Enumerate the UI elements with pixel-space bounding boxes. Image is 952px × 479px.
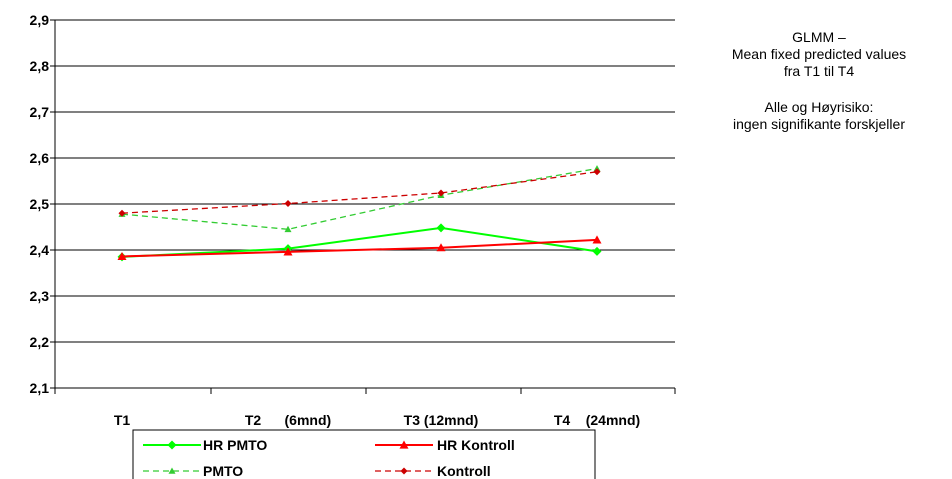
chart-annotation: GLMM – Mean fixed predicted values fra T… bbox=[690, 29, 948, 133]
y-tick-label: 2,8 bbox=[30, 58, 50, 74]
annotation-line-4: Alle og Høyrisiko: bbox=[764, 99, 874, 115]
y-tick-label: 2,4 bbox=[30, 242, 50, 258]
data-point-diamond bbox=[592, 246, 602, 256]
x-tick-label: T1 bbox=[114, 412, 131, 428]
legend-items: HR PMTO PMTO HR Kontroll Kontroll bbox=[143, 437, 515, 479]
annotation-line-3: fra T1 til T4 bbox=[783, 63, 855, 79]
series-line bbox=[121, 171, 598, 214]
data-point-triangle bbox=[399, 440, 409, 449]
y-axis-ticks: 2,9 2,8 2,7 2,6 2,5 2,4 2,3 2,2 2,1 bbox=[30, 12, 55, 396]
annotation-line-5: ingen signifikante forskjeller bbox=[733, 116, 905, 132]
series-3 bbox=[118, 168, 601, 217]
series-line bbox=[121, 238, 598, 258]
data-point-triangle bbox=[592, 235, 602, 244]
data-point-diamond bbox=[436, 223, 446, 233]
data-point-triangle bbox=[284, 225, 292, 233]
annotation-line-2: Mean fixed predicted values bbox=[731, 46, 907, 62]
y-tick-label: 2,1 bbox=[30, 380, 50, 396]
data-point-triangle bbox=[117, 251, 127, 261]
series-2 bbox=[117, 235, 602, 261]
data-point-triangle bbox=[168, 467, 176, 474]
x-tick-label: T3 (12mnd) bbox=[404, 412, 479, 428]
series-line bbox=[121, 167, 598, 230]
data-point-diamond bbox=[284, 200, 292, 208]
legend-label: HR Kontroll bbox=[437, 437, 515, 453]
x-tick-label: T4 (24mnd) bbox=[554, 412, 640, 428]
legend-item: Kontroll bbox=[375, 463, 491, 479]
y-tick-label: 2,9 bbox=[30, 12, 50, 28]
legend-label: Kontroll bbox=[437, 463, 491, 479]
y-tick-label: 2,2 bbox=[30, 334, 50, 350]
annotation-line-1: GLMM – bbox=[792, 29, 846, 45]
legend-item: HR Kontroll bbox=[375, 437, 515, 453]
legend-item: HR PMTO bbox=[143, 437, 267, 453]
legend-label: HR PMTO bbox=[203, 437, 267, 453]
legend-label: PMTO bbox=[203, 463, 243, 479]
x-tick-label: T2 (6mnd) bbox=[245, 412, 331, 428]
data-point-diamond bbox=[167, 440, 177, 450]
y-tick-label: 2,7 bbox=[30, 104, 50, 120]
data-point-triangle bbox=[593, 165, 601, 172]
x-axis-ticks: T1 T2 (6mnd) T3 (12mnd) T4 (24mnd) bbox=[54, 388, 676, 428]
data-point-diamond bbox=[400, 467, 408, 475]
data-point-diamond bbox=[437, 189, 445, 197]
data-point-triangle bbox=[436, 243, 446, 252]
series-line bbox=[121, 226, 598, 258]
y-tick-label: 2,3 bbox=[30, 288, 50, 304]
y-tick-label: 2,5 bbox=[30, 196, 50, 212]
y-tick-label: 2,6 bbox=[30, 150, 50, 166]
legend-item: PMTO bbox=[143, 463, 243, 479]
data-point-diamond bbox=[118, 209, 126, 217]
annotation-gap bbox=[690, 80, 948, 99]
data-point-triangle bbox=[283, 247, 293, 256]
legend: HR PMTO PMTO HR Kontroll Kontroll bbox=[132, 429, 596, 479]
data-point-diamond bbox=[593, 168, 601, 176]
legend-box bbox=[132, 429, 596, 479]
series-layer bbox=[117, 165, 602, 262]
